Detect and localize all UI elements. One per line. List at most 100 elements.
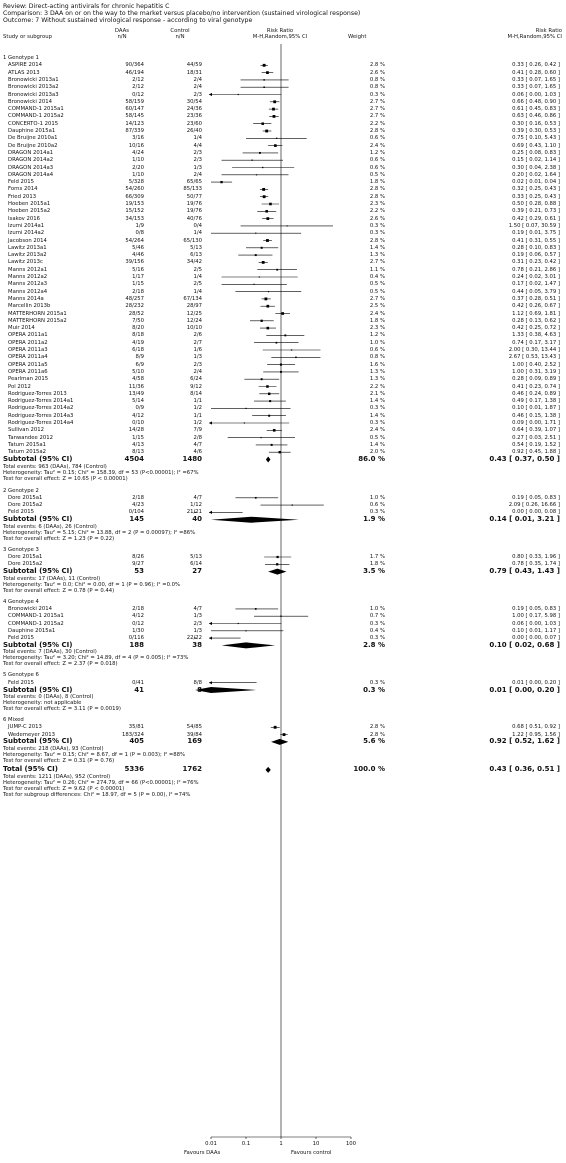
- study-point: [267, 392, 271, 396]
- study-weight: 1.3 %: [369, 368, 385, 375]
- study-daa-events: 8/20: [132, 325, 144, 332]
- col-rr-sub: M-H,Random,95% CI: [252, 34, 308, 40]
- study-weight: 0.6 %: [369, 164, 385, 171]
- study-name: OPERA 2011a2: [8, 339, 48, 346]
- study-name: Bronowicki 2013a1: [8, 76, 59, 83]
- study-control-events: 0/4: [193, 222, 202, 229]
- study-name: Izumi 2014a1: [8, 222, 45, 229]
- x-tick-label: 10: [312, 1141, 320, 1147]
- ci-arrow-left: [209, 621, 212, 626]
- study-point: [245, 630, 247, 632]
- study-control-events: 2/3: [193, 157, 202, 164]
- study-rr-ci: 0.32 [ 0.25, 0.43 ]: [512, 186, 560, 193]
- study-point: [266, 217, 270, 220]
- study-point: [262, 195, 266, 199]
- study-rr-ci: 1.00 [ 0.31, 3.19 ]: [512, 368, 560, 375]
- study-rr-ci: 0.24 [ 0.02, 3.01 ]: [512, 274, 560, 280]
- study-weight: 2.2 %: [369, 208, 385, 215]
- study-name: Dore 2015a2: [8, 502, 43, 509]
- study-control-events: 6/14: [190, 561, 202, 568]
- study-rr-ci: 0.41 [ 0.31, 0.55 ]: [512, 237, 560, 244]
- study-control-events: 1/12: [190, 502, 202, 509]
- study-control-events: 44/59: [186, 62, 202, 69]
- subtotal-weight: 3.5 %: [363, 567, 385, 576]
- study-daa-events: 46/194: [125, 69, 144, 76]
- study-name: Izumi 2014a2: [8, 230, 45, 237]
- study-weight: 2.7 %: [369, 259, 385, 266]
- study-daa-events: 19/153: [125, 201, 144, 207]
- study-rr-ci: 0.42 [ 0.29, 0.61 ]: [512, 215, 560, 222]
- study-control-events: 23/36: [186, 113, 202, 120]
- study-name: ASPIRE 2014: [8, 62, 42, 69]
- subgroup-note: Test for overall effect: Z = 10.65 (P < …: [3, 475, 128, 482]
- study-daa-events: 54/260: [125, 186, 144, 193]
- subgroup-note: Heterogeneity: Tau² = 0.15; Chi² = 8.67,…: [3, 751, 186, 758]
- study-weight: 0.7 %: [369, 613, 385, 620]
- study-weight: 1.3 %: [369, 376, 385, 383]
- subtotal-daa-total: 188: [129, 640, 144, 649]
- study-weight: 1.0 %: [369, 339, 385, 346]
- study-name: Rodriguez-Torres 2014a1: [8, 398, 74, 405]
- subtotal-daa-total: 53: [134, 567, 144, 576]
- study-control-events: 50/77: [186, 193, 202, 200]
- study-point: [281, 312, 285, 315]
- study-rr-ci: 0.33 [ 0.07, 1.65 ]: [512, 84, 560, 91]
- study-daa-events: 8/9: [135, 354, 144, 361]
- subtotal-daa-total: 41: [134, 685, 144, 694]
- study-point: [275, 341, 278, 344]
- subtotal-weight: 0.3 %: [363, 685, 385, 694]
- subtotal-daa-total: 145: [129, 515, 144, 524]
- study-daa-events: 1/17: [132, 274, 144, 280]
- study-weight: 2.8 %: [369, 186, 385, 193]
- subtotal-control-total: 40: [192, 515, 202, 524]
- study-daa-events: 90/364: [125, 62, 144, 69]
- study-daa-events: 5/16: [132, 266, 144, 273]
- subtotal-rr-ci: 0.79 [ 0.43, 1.43 ]: [489, 567, 560, 576]
- study-daa-events: 4/12: [132, 412, 144, 419]
- x-tick-label: 100: [345, 1141, 357, 1147]
- study-weight: 2.3 %: [369, 325, 385, 332]
- study-rr-ci: 0.69 [ 0.43, 1.10 ]: [512, 142, 560, 149]
- study-weight: 0.6 %: [369, 135, 385, 142]
- study-name: Rodriguez-Torres 2014a3: [8, 412, 74, 419]
- review-title: Review: Direct-acting antivirals for chr…: [3, 3, 170, 10]
- study-point: [263, 79, 265, 81]
- study-weight: 2.5 %: [369, 303, 385, 310]
- study-point: [275, 137, 278, 139]
- study-rr-ci: 0.39 [ 0.30, 0.53 ]: [512, 128, 560, 134]
- study-point: [284, 334, 287, 337]
- study-control-events: 1/4: [193, 230, 202, 237]
- study-point: [194, 511, 196, 513]
- study-daa-events: 0/104: [128, 509, 144, 516]
- study-daa-events: 4/24: [132, 149, 144, 156]
- study-daa-events: 9/27: [132, 561, 144, 568]
- study-daa-events: 0/41: [132, 679, 144, 686]
- study-weight: 0.3 %: [369, 679, 385, 686]
- subtotal-diamond: [221, 642, 276, 649]
- study-name: Manns 2012a4: [8, 288, 48, 295]
- study-weight: 2.8 %: [369, 62, 385, 69]
- study-point: [261, 261, 265, 264]
- study-point: [272, 107, 275, 111]
- subgroup-note: Test for overall effect: Z = 2.37 (P = 0…: [3, 661, 118, 668]
- study-name: COMMAND-1 2015a1: [8, 106, 64, 113]
- col-exp-sub: n/N: [117, 34, 127, 40]
- study-rr-ci: 0.75 [ 0.10, 5.43 ]: [512, 135, 560, 142]
- study-point: [237, 622, 239, 625]
- study-rr-ci: 0.50 [ 0.28, 0.88 ]: [512, 201, 560, 207]
- study-point: [254, 496, 257, 499]
- subgroup-note: Heterogeneity: Tau² = 5.15; Chi² = 13.88…: [3, 529, 196, 536]
- subgroup-note: Total events: 6 (DAAs), 26 (Control): [3, 523, 97, 530]
- study-rr-ci: 0.80 [ 0.33, 1.96 ]: [512, 554, 560, 560]
- study-rr-ci: 0.02 [ 0.01, 0.04 ]: [512, 179, 560, 186]
- study-point: [255, 174, 258, 176]
- study-daa-events: 54/264: [125, 237, 144, 244]
- study-rr-ci: 0.44 [ 0.05, 3.79 ]: [512, 288, 560, 295]
- total-weight: 100.0 %: [353, 765, 385, 774]
- study-daa-events: 6/9: [135, 361, 144, 368]
- subtotal-weight: 2.8 %: [363, 640, 385, 649]
- study-name: COMMAND-1 2015a2: [8, 620, 64, 627]
- study-point: [295, 356, 297, 359]
- study-daa-events: 48/257: [125, 295, 144, 302]
- study-weight: 2.8 %: [369, 724, 385, 731]
